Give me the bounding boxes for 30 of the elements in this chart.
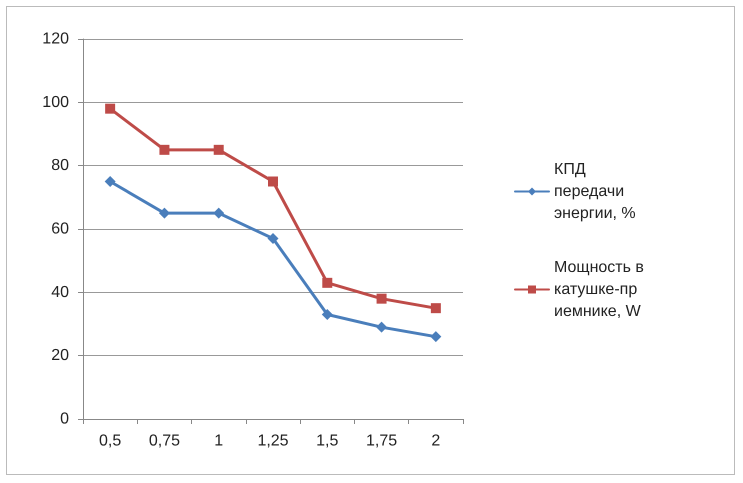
point <box>104 176 116 187</box>
y-tick-label: 40 <box>51 284 70 301</box>
y-tick-label: 0 <box>60 410 70 428</box>
point <box>159 144 170 155</box>
point <box>105 104 116 114</box>
point <box>376 294 387 304</box>
point <box>430 303 441 314</box>
x-tick-label: 1,5 <box>316 432 339 450</box>
point <box>268 233 278 244</box>
x-tick-label: 0,5 <box>99 432 122 450</box>
y-tick-label: 100 <box>42 94 70 111</box>
point <box>376 322 388 333</box>
point <box>213 208 224 219</box>
x-tick-label: 1,75 <box>366 432 398 450</box>
point <box>322 309 333 320</box>
x-tick-label: 0,75 <box>148 432 180 450</box>
point <box>268 176 278 186</box>
x-tick-label: 1,25 <box>257 432 289 450</box>
legend-label: КПД передачи энергии, % <box>554 161 636 222</box>
x-tick-label: 2 <box>431 432 440 450</box>
y-tick-label: 120 <box>42 30 70 48</box>
y-tick-label: 80 <box>51 157 70 174</box>
y-tick-label: 60 <box>51 220 70 238</box>
point <box>158 208 170 219</box>
point <box>214 144 224 155</box>
y-tick-label: 20 <box>51 347 70 364</box>
point <box>322 278 332 288</box>
point <box>430 331 442 342</box>
x-tick-label: 1 <box>214 432 224 450</box>
legend-label: Мощность в катушке-приемнике, W <box>554 259 648 320</box>
